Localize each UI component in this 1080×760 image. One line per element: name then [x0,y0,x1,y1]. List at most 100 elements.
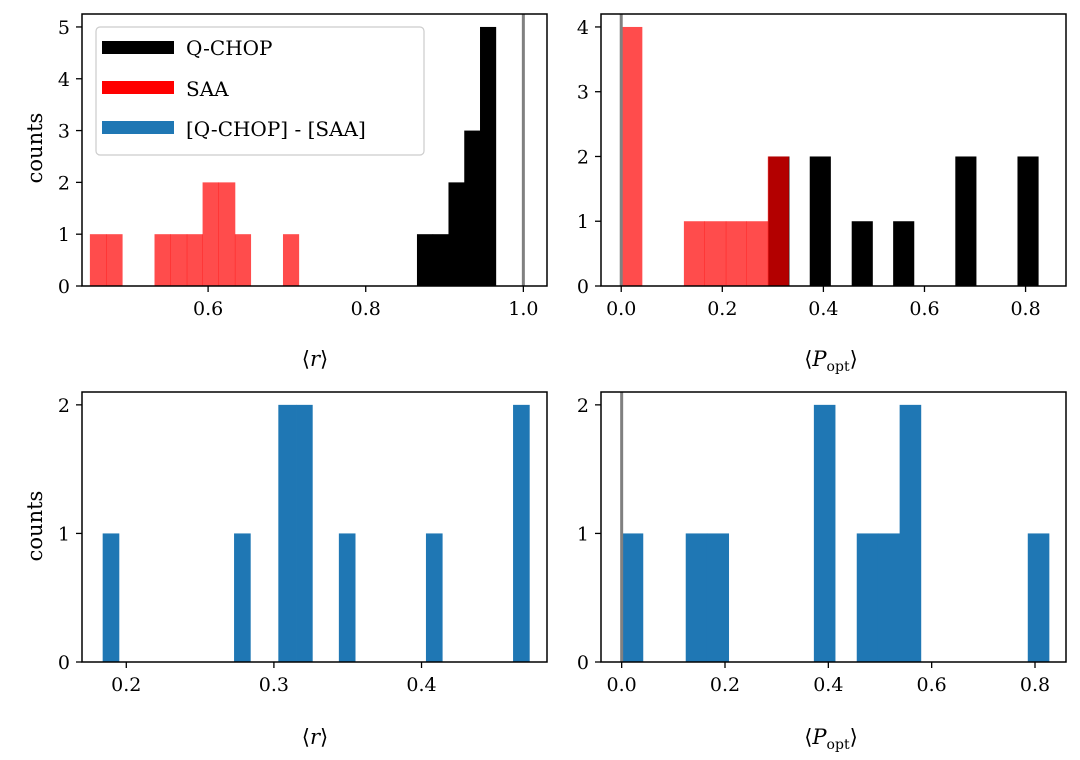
top-right-bar-saa-2 [704,221,727,286]
bottom-left-ytick-label-0: 0 [58,652,70,674]
panel-top-right: 0.0 0.2 0.4 0.6 0.8 0 1 2 3 4 [577,13,1067,320]
top-right-bar-saa-0 [621,26,643,286]
legend-swatch-qchop [102,41,174,54]
top-left-bar-saa-0 [89,234,107,286]
bottom-left-ytick-label-1: 1 [58,523,70,545]
bottom-right-ytick-label-2: 2 [577,395,589,417]
top-right-xtick-label-4: 0.8 [1010,298,1040,320]
panel-bottom-right: 0.0 0.2 0.4 0.6 0.8 0 1 2 [577,391,1067,696]
top-right-ytick-label-1: 1 [577,211,589,233]
bottom-right-xtick-label-4: 0.8 [1020,674,1050,696]
bottom-left-bar-q-chop-saa-1 [234,533,251,662]
bottom-right-bars [621,404,1050,662]
bottom-left-bar-q-chop-saa-3 [296,404,313,662]
bottom-left-xlabel: ⟨r⟩ [302,725,328,749]
bottom-left-xticks: 0.2 0.3 0.4 [111,662,437,696]
bottom-right-bar-q-chop-saa-0 [621,533,644,662]
bottom-right-xlabel: ⟨Popt⟩ [804,725,858,753]
bottom-right-bar-q-chop-saa-1 [685,533,708,662]
bottom-right-bar-q-chop-saa-5 [877,533,901,662]
top-left-bar-saa-8 [282,234,300,286]
top-left-xtick-label-2: 1.0 [508,298,538,320]
bottom-right-ytick-label-0: 0 [577,652,589,674]
bottom-right-yticks: 0 1 2 [577,395,601,674]
top-left-ytick-label-5: 5 [58,17,70,39]
bottom-right-bar-q-chop-saa-3 [813,404,836,662]
bottom-left-bar-q-chop-saa-4 [338,533,356,662]
top-right-yticks: 0 1 2 3 4 [577,17,601,298]
legend-label-difference: [Q-CHOP] - [SAA] [186,117,366,141]
bottom-left-xtick-label-2: 0.4 [406,674,436,696]
top-left-bar-saa-4 [186,234,203,286]
bottom-left-xtick-label-1: 0.3 [259,674,289,696]
top-left-bar-q-chop-3 [464,130,481,286]
bottom-right-xtick-label-1: 0.2 [710,674,740,696]
top-left-bar-saa-6 [218,182,236,286]
bottom-left-ytick-label-2: 2 [58,395,70,417]
top-left-bars [89,26,497,286]
top-right-axes-frame [600,13,1067,287]
top-right-bar-saa-1 [683,221,706,286]
legend-box [95,26,425,156]
top-right-bar-saa-3 [725,221,747,286]
top-left-xtick-label-0: 0.6 [193,298,223,320]
top-right-bar-q-chop-4 [955,156,977,286]
bottom-left-axes-frame [81,391,548,663]
legend-item-qchop: Q-CHOP [102,36,272,60]
top-right-bar-saa-5 [767,156,789,286]
top-left-ylabel: counts [23,113,47,184]
bottom-right-xticks: 0.0 0.2 0.4 0.6 0.8 [607,662,1050,696]
top-right-ytick-label-2: 2 [577,146,589,168]
top-left-bar-saa-7 [234,234,252,286]
top-left-ytick-label-2: 2 [58,172,70,194]
top-left-xticks: 0.6 0.8 1.0 [193,286,538,320]
legend-swatch-difference [102,121,174,134]
top-right-xtick-label-0: 0.0 [606,298,636,320]
top-right-ytick-label-3: 3 [577,82,589,104]
bottom-left-bar-q-chop-saa-5 [425,533,443,662]
top-left-ytick-label-4: 4 [58,69,70,91]
top-right-bars [621,26,1039,286]
top-left-bar-saa-5 [202,182,219,286]
top-left-bar-q-chop-0 [416,234,434,286]
top-right-ytick-label-0: 0 [577,276,589,298]
top-left-ytick-label-0: 0 [58,276,70,298]
legend-label-qchop: Q-CHOP [186,36,272,60]
top-right-bar-q-chop-3 [893,221,915,286]
bottom-left-yticks: 0 1 2 [58,395,82,674]
bottom-right-ytick-label-1: 1 [577,523,589,545]
top-right-xticks: 0.0 0.2 0.4 0.6 0.8 [606,286,1041,320]
top-left-bar-saa-2 [154,234,171,286]
bottom-left-bar-q-chop-saa-6 [513,404,530,662]
top-left-bar-saa-1 [106,234,123,286]
top-left-ytick-label-3: 3 [58,121,70,143]
top-left-bar-q-chop-4 [480,26,497,286]
top-left-bar-saa-3 [170,234,188,286]
top-right-bar-saa-4 [746,221,769,286]
bottom-right-bar-q-chop-saa-7 [1027,533,1050,662]
bottom-right-xtick-label-2: 0.4 [813,674,843,696]
legend-item-saa: SAA [102,77,229,101]
top-right-bar-q-chop-2 [851,221,873,286]
bottom-left-bar-q-chop-saa-0 [102,533,120,662]
top-left-xlabel: ⟨r⟩ [302,347,328,371]
top-left-bar-q-chop-2 [448,182,465,286]
top-left-bar-q-chop-1 [432,234,449,286]
panel-bottom-left: 0.2 0.3 0.4 0 1 2 [58,391,548,696]
top-left-axes-frame [81,13,548,287]
top-right-ytick-label-4: 4 [577,17,589,39]
top-right-xtick-label-1: 0.2 [707,298,737,320]
top-left-ytick-label-1: 1 [58,224,70,246]
top-left-xtick-label-1: 0.8 [351,298,381,320]
bottom-right-bar-q-chop-saa-6 [899,404,922,662]
legend: Q-CHOP SAA [Q-CHOP] - [SAA] [95,26,425,156]
top-right-xtick-label-2: 0.4 [808,298,838,320]
top-right-bar-q-chop-5 [1017,156,1039,286]
bottom-right-xtick-label-3: 0.6 [917,674,947,696]
bottom-left-bar-q-chop-saa-2 [278,404,297,662]
bottom-right-axes-frame [600,391,1067,663]
bottom-right-bar-q-chop-saa-2 [706,533,730,662]
top-right-xlabel: ⟨Popt⟩ [804,347,858,375]
legend-label-saa: SAA [186,77,229,101]
